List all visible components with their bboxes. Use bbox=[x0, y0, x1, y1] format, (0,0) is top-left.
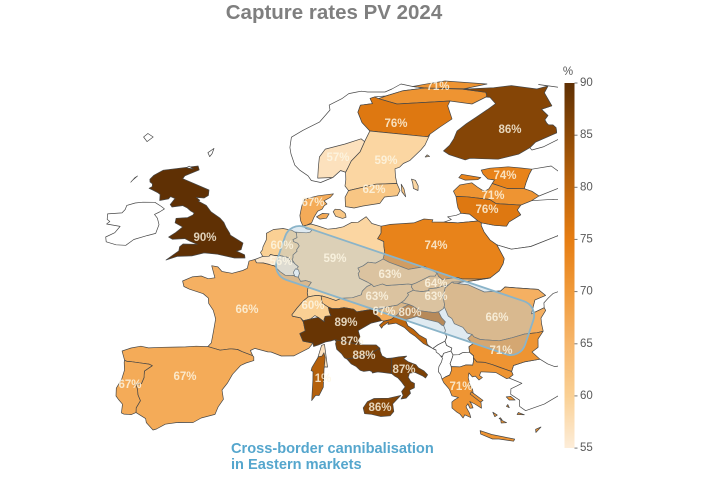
svg-text:71%: 71% bbox=[489, 345, 512, 357]
svg-text:59%: 59% bbox=[323, 253, 346, 265]
svg-text:86%: 86% bbox=[368, 402, 391, 414]
svg-text:88%: 88% bbox=[352, 350, 375, 362]
svg-text:71%: 71% bbox=[449, 381, 472, 393]
svg-text:67%: 67% bbox=[301, 197, 324, 209]
svg-text:75: 75 bbox=[580, 233, 593, 245]
svg-text:76%: 76% bbox=[475, 204, 498, 216]
svg-text:71%: 71% bbox=[426, 81, 449, 93]
svg-text:80: 80 bbox=[580, 181, 593, 193]
svg-text:80%: 80% bbox=[398, 307, 421, 319]
svg-text:74%: 74% bbox=[493, 170, 516, 182]
svg-text:67%: 67% bbox=[173, 371, 196, 383]
svg-text:76%: 76% bbox=[384, 118, 407, 130]
svg-text:87%: 87% bbox=[340, 336, 363, 348]
svg-text:67%: 67% bbox=[118, 379, 141, 391]
svg-text:63%: 63% bbox=[365, 291, 388, 303]
svg-text:70: 70 bbox=[580, 286, 593, 298]
svg-text:87%: 87% bbox=[392, 364, 415, 376]
svg-text:67%: 67% bbox=[372, 306, 395, 318]
svg-text:1%: 1% bbox=[315, 373, 332, 385]
svg-text:65: 65 bbox=[580, 338, 593, 350]
svg-text:90%: 90% bbox=[193, 232, 216, 244]
svg-text:74%: 74% bbox=[424, 240, 447, 252]
svg-text:89%: 89% bbox=[334, 317, 357, 329]
svg-text:85: 85 bbox=[580, 129, 593, 141]
svg-text:60%: 60% bbox=[301, 300, 324, 312]
svg-text:59%: 59% bbox=[374, 155, 397, 167]
svg-text:56%: 56% bbox=[269, 256, 292, 268]
svg-text:86%: 86% bbox=[498, 124, 521, 136]
svg-text:64%: 64% bbox=[424, 278, 447, 290]
svg-text:60%: 60% bbox=[270, 240, 293, 252]
svg-text:%: % bbox=[563, 66, 573, 78]
svg-text:66%: 66% bbox=[235, 304, 258, 316]
svg-text:63%: 63% bbox=[424, 291, 447, 303]
svg-text:63%: 63% bbox=[378, 269, 401, 281]
svg-text:71%: 71% bbox=[481, 190, 504, 202]
svg-text:62%: 62% bbox=[362, 184, 385, 196]
svg-text:66%: 66% bbox=[485, 312, 508, 324]
svg-text:60: 60 bbox=[580, 390, 593, 402]
svg-text:55: 55 bbox=[580, 442, 593, 454]
svg-text:90: 90 bbox=[580, 77, 593, 89]
svg-text:57%: 57% bbox=[326, 152, 349, 164]
